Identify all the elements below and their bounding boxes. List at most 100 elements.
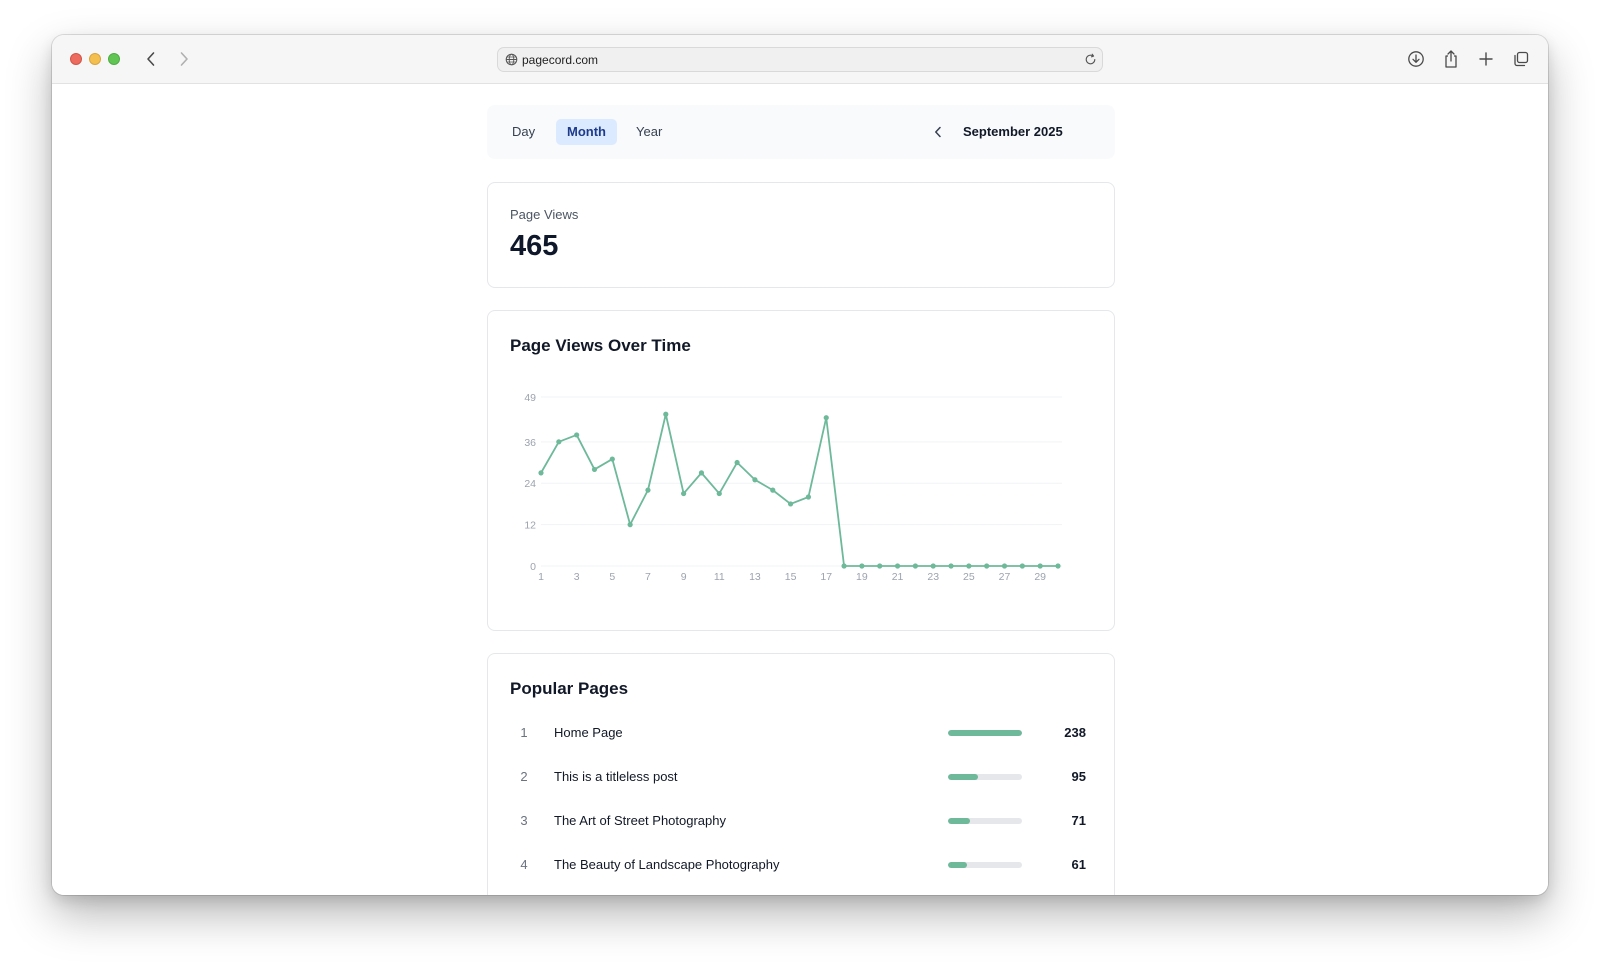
data-point [787, 501, 794, 507]
period-label: September 2025 [963, 124, 1063, 139]
tab-year[interactable]: Year [636, 124, 663, 139]
x-tick-label: 21 [892, 571, 904, 583]
x-tick-label: 13 [749, 571, 761, 583]
data-point [823, 415, 829, 421]
data-point [966, 563, 972, 569]
tab-overview-icon[interactable] [1510, 48, 1532, 70]
x-tick-label: 27 [999, 571, 1011, 583]
date-range-bar: Day Month Year September 2025 [487, 105, 1115, 159]
page-rank: 2 [520, 769, 528, 784]
download-icon[interactable] [1405, 48, 1427, 70]
data-point [556, 439, 562, 445]
page-views-bar [948, 818, 1022, 824]
series-line [540, 413, 1058, 567]
x-tick-label: 5 [609, 571, 615, 583]
popular-pages-card: Popular Pages 1 Home Page 238 2 This is a ti… [487, 653, 1115, 895]
page-views-bar [948, 774, 1022, 780]
x-tick-label: 17 [820, 571, 832, 583]
data-point [948, 563, 954, 569]
page-name[interactable]: Home Page [554, 725, 623, 740]
data-point [841, 563, 847, 569]
reload-icon[interactable] [1084, 53, 1097, 66]
x-tick-label: 19 [856, 571, 868, 583]
y-tick-label: 0 [530, 561, 536, 573]
minimize-window-button[interactable] [89, 53, 101, 65]
page-rank: 3 [520, 813, 528, 828]
x-tick-label: 11 [714, 571, 725, 583]
page-views-count: 71 [1071, 813, 1086, 828]
chevron-left-icon [935, 126, 941, 138]
forward-button[interactable] [173, 48, 195, 70]
x-tick-label: 15 [785, 571, 797, 583]
page-name[interactable]: This is a titleless post [554, 769, 678, 784]
data-point [538, 470, 544, 476]
tab-day[interactable]: Day [512, 124, 536, 139]
x-tick-label: 9 [681, 571, 687, 583]
page-rank: 4 [520, 857, 528, 872]
page-content: Day Month Year September 2025 Page Views… [52, 85, 1548, 895]
data-point [698, 470, 705, 476]
close-window-button[interactable] [70, 53, 82, 65]
page-views-count: 61 [1071, 857, 1086, 872]
page-name[interactable]: The Art of Street Photography [554, 813, 726, 828]
data-point [716, 490, 722, 497]
page-rank: 1 [520, 725, 528, 740]
y-tick-label: 36 [524, 437, 536, 449]
data-point [805, 494, 812, 500]
data-point [1019, 563, 1025, 569]
new-tab-icon[interactable] [1475, 48, 1497, 70]
data-point [877, 563, 883, 569]
page-views-count: 238 [1064, 725, 1086, 740]
x-tick-label: 23 [927, 571, 939, 583]
data-point [645, 487, 651, 493]
url-text: pagecord.com [522, 53, 599, 67]
data-point [770, 487, 776, 493]
browser-toolbar: pagecord.com [52, 35, 1548, 84]
zoom-window-button[interactable] [108, 53, 120, 65]
data-point [609, 456, 615, 462]
data-point [894, 563, 901, 569]
x-tick-label: 25 [963, 571, 975, 583]
page-views-bar-fill [948, 730, 1022, 736]
previous-period-button[interactable] [930, 124, 946, 140]
popular-page-row[interactable]: 4 The Beauty of Landscape Photography 61 [488, 855, 1114, 875]
popular-page-row[interactable]: 2 This is a titleless post 95 [488, 767, 1114, 787]
page-views-bar [948, 730, 1022, 736]
chevron-right-icon [180, 52, 188, 66]
page-views-bar-fill [948, 862, 967, 868]
popular-page-row[interactable]: 1 Home Page 238 [488, 723, 1114, 743]
y-tick-label: 49 [524, 392, 536, 404]
chevron-left-icon [147, 52, 155, 66]
share-icon[interactable] [1440, 48, 1462, 70]
data-point [1001, 563, 1008, 569]
data-point [1055, 563, 1061, 569]
popular-page-row[interactable]: 3 The Art of Street Photography 71 [488, 811, 1114, 831]
data-point [627, 522, 633, 528]
x-tick-label: 29 [1034, 571, 1046, 583]
page-views-label: Page Views [510, 207, 579, 222]
data-point [663, 411, 669, 417]
page-views-card: Page Views 465 [487, 182, 1115, 288]
data-point [734, 459, 740, 466]
tab-month[interactable]: Month [556, 119, 617, 145]
data-point [912, 563, 918, 569]
data-point [752, 477, 758, 483]
page-views-bar-fill [948, 774, 978, 780]
data-point [930, 563, 936, 569]
page-name[interactable]: The Beauty of Landscape Photography [554, 857, 780, 872]
y-tick-label: 12 [524, 520, 536, 532]
address-bar[interactable]: pagecord.com [497, 47, 1103, 72]
page-views-bar [948, 862, 1022, 868]
x-tick-label: 7 [645, 571, 651, 583]
y-tick-label: 24 [524, 478, 536, 490]
page-views-bar-fill [948, 818, 971, 824]
data-point [574, 432, 580, 438]
page-views-chart-card: Page Views Over Time 0 12 24 36 49 1 3 5 7 9 11 13 1… [487, 310, 1115, 631]
data-point [681, 490, 687, 497]
back-button[interactable] [140, 48, 162, 70]
browser-window: pagecord.com [52, 35, 1548, 895]
data-point [591, 466, 598, 473]
data-point [984, 563, 990, 569]
x-tick-label: 3 [574, 571, 580, 583]
